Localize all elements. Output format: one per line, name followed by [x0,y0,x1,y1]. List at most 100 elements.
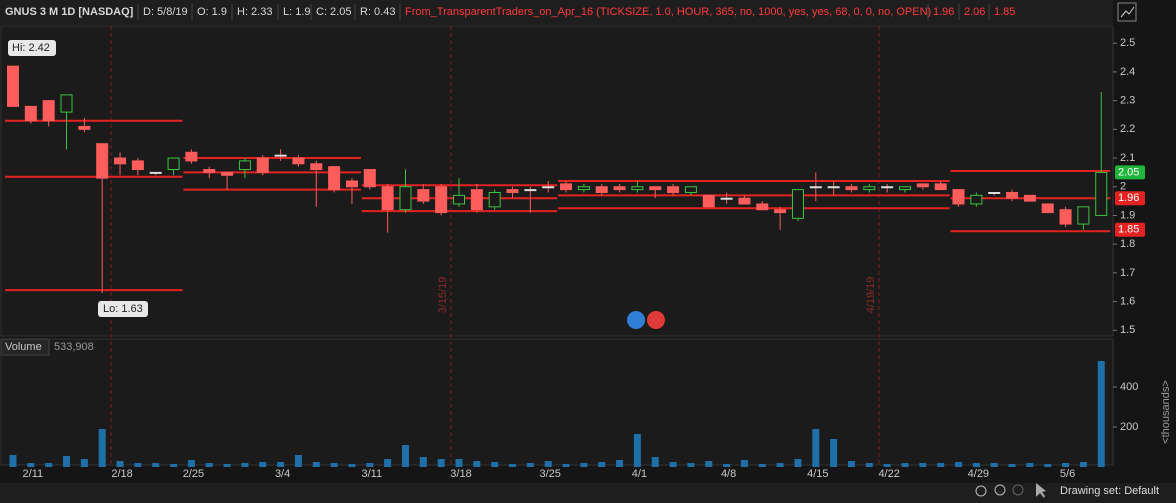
candle-body [916,183,929,188]
x-tick-label: 2/11 [23,468,44,480]
info: L: 1.9 [283,6,311,18]
candle-body [131,160,144,171]
candle-body [524,189,537,192]
volume-bar [437,459,445,467]
volume-bar [134,463,142,467]
candle-body [774,209,787,214]
candle-body [595,186,608,193]
candle-body [78,125,91,130]
candle-body [952,189,965,205]
volume-unit: <thousands> [1160,380,1172,444]
footer-icons[interactable] [975,483,1046,498]
x-tick-label: 3/18 [450,468,471,480]
toolbar-icon[interactable] [1117,2,1137,22]
volume-bar [491,462,499,467]
volume-bar [330,463,338,467]
x-tick-label: 4/8 [721,468,736,480]
candle-body [667,186,680,193]
volume-bar [705,461,713,467]
candle-body [417,189,430,202]
candle-body [435,186,448,214]
volume-bar [98,429,106,467]
volume-bar [9,455,17,467]
volume-bar [1008,464,1016,467]
volume-bar [598,462,606,467]
candle-body [470,189,483,211]
y-tick-label: 1.6 [1120,295,1135,307]
volume-bar [419,457,427,467]
candle-body [684,186,697,193]
volume-bar [616,460,624,467]
volume-bar [187,460,195,467]
candle-body [506,189,519,193]
separators [137,4,990,20]
candle-body [221,171,234,176]
x-tick-label: 4/1 [632,468,647,480]
volume-bar [277,462,285,467]
candle-body [863,186,876,191]
volume-bar [740,460,748,467]
volume-bar [865,463,873,467]
hi-box [8,40,56,56]
candle-body [702,194,715,208]
y-tick-label: 2.1 [1120,152,1135,164]
event-icons[interactable] [627,311,665,329]
volume-bar [312,462,320,467]
volume-bar [401,445,409,467]
volume-bar [687,463,695,467]
price-marker [1115,165,1145,180]
candle-body [1023,194,1036,202]
candle-body [310,163,323,171]
candle-body [899,186,911,191]
price-marker-label: 2.05 [1118,166,1139,178]
x-tick-label: 4/29 [968,468,989,480]
volume-bar [794,459,802,467]
date-lines [110,26,880,465]
x-tick-label: 2/18 [111,468,132,480]
candle-body [345,180,358,188]
candle-body [1006,191,1019,199]
lo-label: Lo: 1.63 [103,303,143,315]
candle-body [845,186,858,191]
volume-bar [509,464,517,467]
candle-body [577,186,590,191]
candle-body [453,194,465,205]
volume-bar [990,463,998,467]
volume-bar [1097,361,1105,467]
candle-body [1041,203,1054,214]
volume-bar [259,462,267,467]
price-marker-label: 1.85 [1118,224,1139,236]
volume-bar [669,462,677,467]
volume-bar [205,463,213,467]
volume-bar [170,464,178,467]
info: R: 0.43 [360,6,395,18]
candle-body [827,186,840,189]
volume-bar [580,463,588,467]
volume-bar [366,463,374,467]
x-tick-label: 3/11 [362,468,383,480]
x-tick-label: 2/25 [183,468,204,480]
candle-body [42,100,55,122]
candle-body [720,197,733,200]
x-tick-label: 4/22 [878,468,899,480]
volume-title-box [0,338,50,356]
candle-body [649,186,662,191]
candle-body [791,189,804,219]
candle-body [1077,206,1090,225]
candle-body [381,186,394,211]
candle-body [292,157,305,165]
volume-bar [116,461,124,467]
volume-bar [526,463,534,467]
candle-body [274,154,287,157]
volume-bar [651,457,659,467]
candle-body [24,105,37,122]
y-tick-label: 1.7 [1120,267,1135,279]
y-tick-label: 1.8 [1120,238,1135,250]
candle-body [363,169,376,188]
volume-bar [776,463,784,467]
date-marker: 4/19/19 [865,277,877,314]
candle-body [809,186,822,189]
study-value: 1.85 [994,6,1015,18]
volume-bar [27,463,35,467]
